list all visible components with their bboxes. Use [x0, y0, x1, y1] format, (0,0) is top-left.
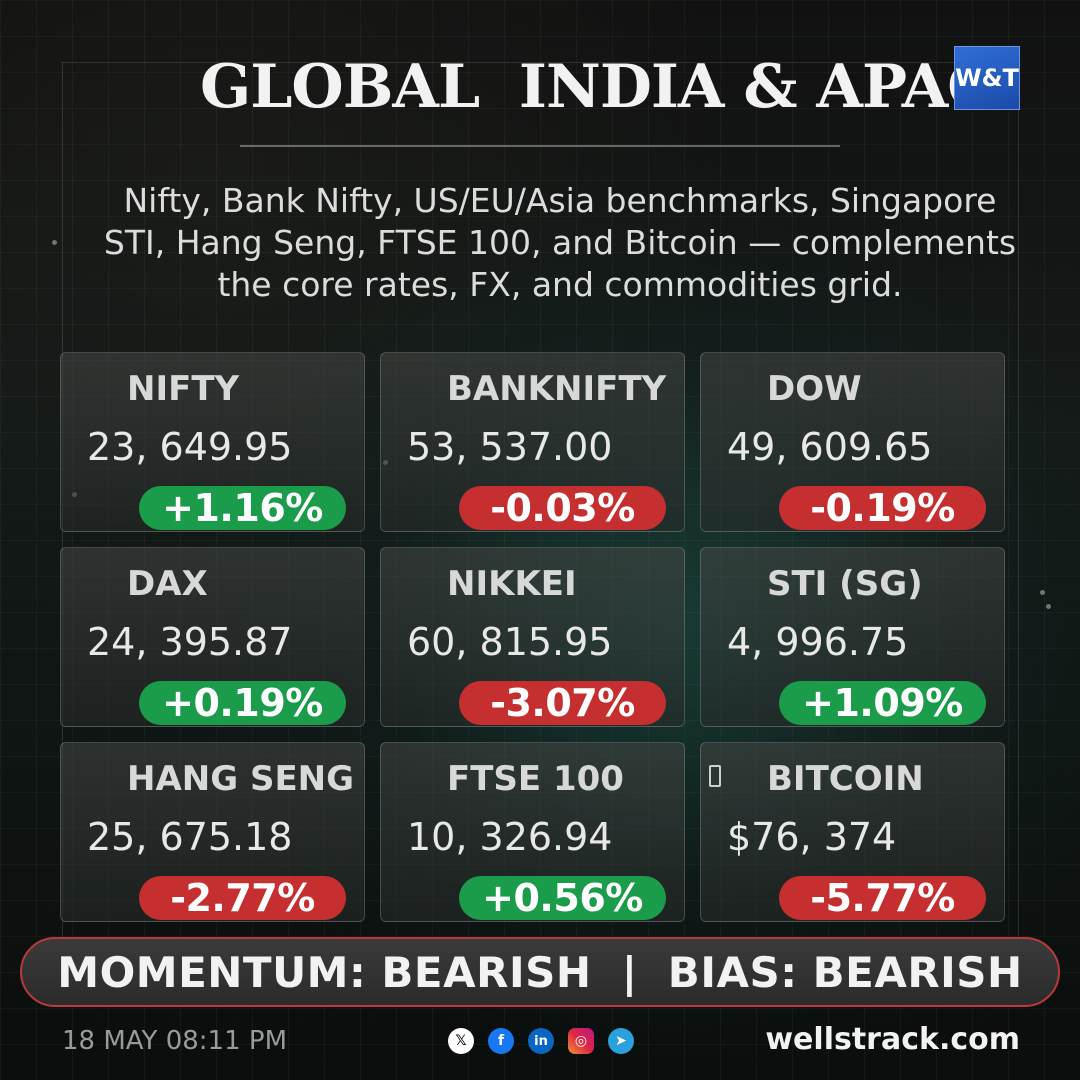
- change-badge: -0.03%: [459, 486, 666, 530]
- instagram-icon[interactable]: ◎: [568, 1028, 594, 1054]
- tile-name: STI (SG): [767, 564, 923, 604]
- tile-value: 60, 815.95: [407, 620, 613, 664]
- subtitle: Nifty, Bank Nifty, US/EU/Asia benchmarks…: [20, 180, 1080, 306]
- page-title: GLOBAL INDIA & APAC: [200, 52, 995, 122]
- tile-name: BITCOIN: [767, 759, 924, 799]
- momentum-bias-banner: MOMENTUM: BEARISH | BIAS: BEARISH: [20, 937, 1060, 1007]
- tile-name: DAX: [127, 564, 208, 604]
- market-tile-bitcoin: BITCOIN $76, 374 -5.77%: [700, 742, 1005, 922]
- market-tile-hang-seng: HANG SENG 25, 675.18 -2.77%: [60, 742, 365, 922]
- change-badge: +1.09%: [779, 681, 986, 725]
- market-tile-dax: DAX 24, 395.87 +0.19%: [60, 547, 365, 727]
- tile-name: HANG SENG: [127, 759, 355, 799]
- change-badge: +1.16%: [139, 486, 346, 530]
- tile-name: FTSE 100: [447, 759, 624, 799]
- tile-name: BANKNIFTY: [447, 369, 667, 409]
- market-tile-nifty: NIFTY 23, 649.95 +1.16%: [60, 352, 365, 532]
- tile-name: DOW: [767, 369, 862, 409]
- change-badge: +0.19%: [139, 681, 346, 725]
- subtitle-line: STI, Hang Seng, FTSE 100, and Bitcoin — …: [103, 223, 1017, 262]
- timestamp: 18 MAY 08:11 PM: [62, 1026, 287, 1056]
- tile-name: NIFTY: [127, 369, 240, 409]
- tile-value: $76, 374: [727, 815, 897, 859]
- tile-value: 53, 537.00: [407, 425, 613, 469]
- tile-value: 10, 326.94: [407, 815, 613, 859]
- facebook-icon[interactable]: f: [488, 1028, 514, 1054]
- tile-value: 49, 609.65: [727, 425, 933, 469]
- frame-line-top: [62, 62, 1018, 63]
- website-link[interactable]: wellstrack.com: [765, 1022, 1020, 1057]
- change-badge: -0.19%: [779, 486, 986, 530]
- market-tile-ftse-100: FTSE 100 10, 326.94 +0.56%: [380, 742, 685, 922]
- brand-logo: W&T: [954, 46, 1020, 110]
- placeholder-glyph-icon: [709, 765, 721, 787]
- market-tile-dow: DOW 49, 609.65 -0.19%: [700, 352, 1005, 532]
- decor-dot: [1046, 604, 1051, 609]
- market-tile-banknifty: BANKNIFTY 53, 537.00 -0.03%: [380, 352, 685, 532]
- frame-line-right: [1018, 62, 1019, 1002]
- telegram-icon[interactable]: ➤: [608, 1028, 634, 1054]
- title-divider: [240, 145, 840, 147]
- x-icon[interactable]: 𝕏: [448, 1028, 474, 1054]
- decor-dot: [52, 240, 57, 245]
- market-tiles-grid: NIFTY 23, 649.95 +1.16% BANKNIFTY 53, 53…: [60, 352, 1005, 922]
- frame-line-left: [62, 62, 63, 1002]
- change-badge: +0.56%: [459, 876, 666, 920]
- decor-dot: [1040, 590, 1045, 595]
- change-badge: -5.77%: [779, 876, 986, 920]
- subtitle-line: Nifty, Bank Nifty, US/EU/Asia benchmarks…: [123, 181, 997, 220]
- market-tile-sti: STI (SG) 4, 996.75 +1.09%: [700, 547, 1005, 727]
- tile-value: 4, 996.75: [727, 620, 909, 664]
- logo-text: W&T: [955, 64, 1019, 92]
- tile-value: 25, 675.18: [87, 815, 293, 859]
- change-badge: -3.07%: [459, 681, 666, 725]
- change-badge: -2.77%: [139, 876, 346, 920]
- social-links: 𝕏 f in ◎ ➤: [448, 1028, 634, 1054]
- tile-name: NIKKEI: [447, 564, 577, 604]
- subtitle-line: the core rates, FX, and commodities grid…: [217, 265, 903, 304]
- linkedin-icon[interactable]: in: [528, 1028, 554, 1054]
- tile-value: 23, 649.95: [87, 425, 293, 469]
- banner-text: MOMENTUM: BEARISH | BIAS: BEARISH: [57, 947, 1023, 997]
- market-tile-nikkei: NIKKEI 60, 815.95 -3.07%: [380, 547, 685, 727]
- tile-value: 24, 395.87: [87, 620, 293, 664]
